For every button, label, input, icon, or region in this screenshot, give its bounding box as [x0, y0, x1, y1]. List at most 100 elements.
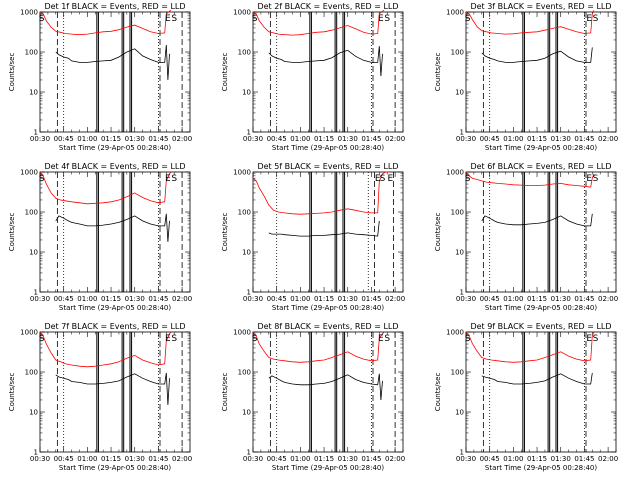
y-tick-label: 1000 — [20, 169, 38, 177]
x-tick-label: 01:45 — [148, 455, 168, 463]
panel-svg: Det 3f BLACK = Events, RED = LLD 1 10 100 10… — [434, 2, 618, 152]
saa-marker-label: E — [586, 14, 592, 24]
y-tick-label: 1 — [247, 449, 251, 457]
panel-title: Det 7f BLACK = Events, RED = LLD — [44, 322, 185, 331]
detector-panel: Det 4f BLACK = Events, RED = LLD 1 10 100 10… — [0, 160, 200, 320]
x-tick-label: 02:00 — [385, 455, 405, 463]
saa-marker-label: S — [39, 174, 45, 184]
saa-marker-label: E — [165, 14, 171, 24]
detector-panel: Det 6f BLACK = Events, RED = LLD 1 10 100 10… — [426, 160, 626, 320]
panel-svg: Det 6f BLACK = Events, RED = LLD 1 10 100 10… — [434, 162, 618, 312]
x-tick-label: 00:45 — [267, 455, 287, 463]
events-series-line — [55, 372, 170, 406]
x-axis-label: Start Time (29-Apr-05 00:28:40) — [272, 144, 384, 152]
y-tick-label: 10 — [29, 249, 38, 257]
x-tick-label: 02:00 — [385, 295, 405, 303]
panel-title: Det 3f BLACK = Events, RED = LLD — [470, 2, 611, 11]
panel-title: Det 1f BLACK = Events, RED = LLD — [44, 2, 185, 11]
plot-frame — [252, 171, 404, 293]
x-tick-label: 01:30 — [338, 295, 358, 303]
saa-marker-label: S — [465, 174, 471, 184]
x-tick-label: 02:00 — [598, 295, 618, 303]
y-tick-label: 1 — [247, 289, 251, 297]
saa-marker-label: S — [384, 14, 390, 24]
x-tick-label: 00:45 — [480, 135, 500, 143]
y-tick-label: 10 — [242, 249, 251, 257]
lld-series-line — [39, 171, 172, 205]
y-tick-label: 100 — [238, 369, 251, 377]
y-tick-label: 100 — [25, 49, 38, 57]
y-axis-label: Counts/sec — [8, 373, 16, 412]
y-tick-label: 10 — [242, 409, 251, 417]
x-tick-label: 02:00 — [385, 135, 405, 143]
y-tick-label: 1000 — [446, 169, 464, 177]
x-tick-label: 01:00 — [77, 295, 97, 303]
x-axis-label: Start Time (29-Apr-05 00:28:40) — [485, 144, 597, 152]
x-tick-label: 01:45 — [361, 135, 381, 143]
detector-panel: Det 5f BLACK = Events, RED = LLD 1 10 100 10… — [213, 160, 413, 320]
events-series-line — [481, 372, 593, 385]
x-tick-label: 00:45 — [267, 295, 287, 303]
detector-panel: Det 2f BLACK = Events, RED = LLD 1 10 100 10… — [213, 0, 413, 160]
lld-series-line — [465, 331, 595, 363]
x-tick-label: 02:00 — [172, 135, 192, 143]
x-axis-label: Start Time (29-Apr-05 00:28:40) — [485, 464, 597, 472]
x-tick-label: 01:45 — [148, 135, 168, 143]
x-tick-label: 01:45 — [574, 295, 594, 303]
panel-svg: Det 9f BLACK = Events, RED = LLD 1 10 100 10… — [434, 322, 618, 472]
x-tick-label: 01:00 — [503, 295, 523, 303]
x-tick-label: 01:45 — [361, 455, 381, 463]
saa-marker-label: E — [378, 14, 384, 24]
y-tick-label: 100 — [451, 209, 464, 217]
y-tick-label: 100 — [238, 209, 251, 217]
y-axis-label: Counts/sec — [434, 373, 442, 412]
detector-panel: Det 7f BLACK = Events, RED = LLD 1 10 100 10… — [0, 320, 200, 480]
y-axis-label: Counts/sec — [221, 373, 229, 412]
x-tick-label: 01:00 — [77, 455, 97, 463]
x-tick-label: 00:30 — [243, 135, 263, 143]
x-tick-label: 01:00 — [503, 455, 523, 463]
saa-marker-label: E — [378, 334, 384, 344]
saa-marker-label: S — [39, 334, 45, 344]
saa-marker-label: S — [252, 14, 258, 24]
saa-marker-label: E — [388, 174, 394, 184]
events-series-line — [481, 213, 593, 227]
x-tick-label: 00:30 — [30, 455, 50, 463]
y-tick-label: 100 — [25, 369, 38, 377]
x-tick-label: 01:15 — [101, 455, 121, 463]
saa-marker-label: S — [39, 14, 45, 24]
y-tick-label: 10 — [455, 89, 464, 97]
saa-marker-label: S — [465, 14, 471, 24]
y-axis-label: Counts/sec — [8, 53, 16, 92]
saa-marker-label: E — [375, 174, 381, 184]
plot-frame — [465, 171, 617, 293]
x-tick-label: 01:45 — [574, 455, 594, 463]
lld-series-line — [465, 10, 595, 35]
y-tick-label: 10 — [242, 89, 251, 97]
x-tick-label: 00:45 — [54, 455, 74, 463]
x-tick-label: 01:45 — [361, 295, 381, 303]
x-tick-label: 00:30 — [456, 135, 476, 143]
y-tick-label: 1 — [460, 449, 464, 457]
detector-panel: Det 3f BLACK = Events, RED = LLD 1 10 100 10… — [426, 0, 626, 160]
y-tick-label: 1 — [34, 449, 38, 457]
panel-svg: Det 5f BLACK = Events, RED = LLD 1 10 100 10… — [221, 162, 405, 312]
detector-panel: Det 1f BLACK = Events, RED = LLD 1 10 100 10… — [0, 0, 200, 160]
plot-frame — [39, 11, 191, 133]
y-axis-label: Counts/sec — [221, 213, 229, 252]
y-tick-label: 10 — [29, 89, 38, 97]
x-tick-label: 01:15 — [527, 295, 547, 303]
plot-frame — [465, 331, 617, 453]
x-tick-label: 00:45 — [54, 295, 74, 303]
panel-svg: Det 4f BLACK = Events, RED = LLD 1 10 100 10… — [8, 162, 192, 312]
lld-series-line — [465, 171, 595, 188]
saa-marker-label: S — [252, 334, 258, 344]
saa-marker-label: E — [165, 334, 171, 344]
events-series-line — [268, 46, 383, 77]
lld-series-line — [252, 171, 389, 215]
x-tick-label: 02:00 — [598, 455, 618, 463]
x-tick-label: 01:15 — [314, 135, 334, 143]
panel-svg: Det 2f BLACK = Events, RED = LLD 1 10 100 10… — [221, 2, 405, 152]
panel-title: Det 5f BLACK = Events, RED = LLD — [257, 162, 398, 171]
x-axis-label: Start Time (29-Apr-05 00:28:40) — [59, 464, 171, 472]
